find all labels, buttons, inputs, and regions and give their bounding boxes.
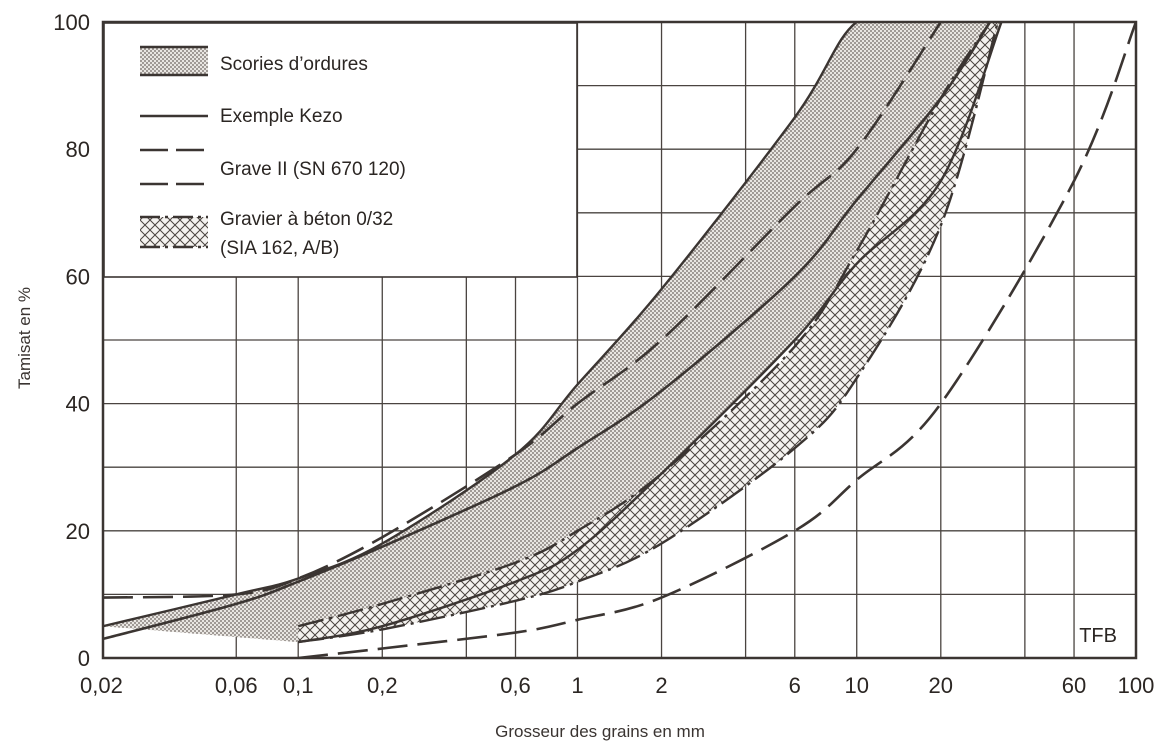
- tick-labels: 0,02 0,06 0,1 0,2 0,6 1 2 6 10 20 60 100 0 20 40 60 80 10…: [53, 10, 1154, 698]
- x-axis-label: Grosseur des grains en mm: [495, 722, 705, 741]
- legend-label-scories: Scories d’ordures: [220, 54, 368, 75]
- x-tick-label: 60: [1062, 673, 1086, 698]
- series-lines: [103, 22, 1136, 658]
- x-tick-label: 0,06: [215, 673, 258, 698]
- plot-border: [101, 20, 1138, 660]
- x-tick-label: 0,6: [500, 673, 531, 698]
- y-tick-label: 20: [66, 519, 90, 544]
- y-axis-label: Tamisat en %: [15, 287, 34, 389]
- x-tick-label: 0,02: [80, 673, 123, 698]
- x-tick-label: 100: [1118, 673, 1155, 698]
- y-tick-label: 100: [53, 10, 90, 35]
- band-gravier-lower: [298, 22, 999, 644]
- x-tick-label: 6: [789, 673, 801, 698]
- band-scories: [103, 22, 1002, 643]
- legend-swatch-dotted: [140, 47, 208, 75]
- band-gravier-upper: [297, 22, 992, 628]
- tfb-annotation: TFB: [1079, 625, 1117, 647]
- legend-label-grave: Grave II (SN 670 120): [220, 159, 406, 180]
- band-scories-upper: [103, 22, 922, 628]
- y-tick-label: 0: [78, 646, 90, 671]
- x-tick-label: 0,2: [367, 673, 398, 698]
- legend: Scories d’ordures Exemple Kezo Grave II (S…: [103, 22, 578, 278]
- y-tick-label: 80: [66, 137, 90, 162]
- legend-label-gravier: Gravier à béton 0/32: [220, 209, 393, 230]
- bands: [103, 22, 1003, 644]
- series-line-0: [103, 22, 992, 641]
- series-line-2: [298, 22, 1136, 658]
- band-gravier-beton: [298, 22, 998, 643]
- plot-frame: [101, 20, 1138, 660]
- series-line-1: [103, 22, 942, 599]
- legend-label-gravier-norm: (SIA 162, A/B): [220, 238, 339, 259]
- band-scories-lower: [297, 22, 1003, 644]
- x-tick-label: 0,1: [283, 673, 314, 698]
- legend-swatch-hatched: [140, 217, 208, 247]
- x-tick-label: 2: [655, 673, 667, 698]
- x-tick-label: 1: [571, 673, 583, 698]
- legend-label-kezo: Exemple Kezo: [220, 106, 343, 127]
- x-tick-label: 10: [844, 673, 868, 698]
- y-tick-label: 60: [66, 264, 90, 289]
- x-tick-label: 20: [929, 673, 953, 698]
- y-tick-label: 40: [66, 392, 90, 417]
